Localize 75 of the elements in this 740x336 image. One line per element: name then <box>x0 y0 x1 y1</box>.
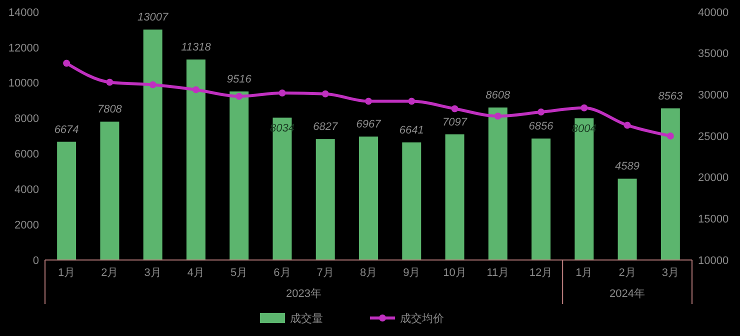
x-tick-label: 8月 <box>360 267 378 279</box>
bar <box>660 108 680 260</box>
text: 2023年 <box>286 288 322 300</box>
y-tick-label: 6000 <box>14 148 39 161</box>
x-tick-label: 3月 <box>144 267 162 279</box>
y2-tick-label: 25000 <box>698 130 729 143</box>
y2-tick-label: 15000 <box>698 214 729 226</box>
point <box>624 122 631 129</box>
y2-tick-label: 35000 <box>698 48 729 60</box>
y-tick-label: 14000 <box>8 6 39 19</box>
bar <box>402 142 422 260</box>
data-label: 6856 <box>528 120 554 133</box>
point <box>106 78 114 86</box>
y2-tick-label: 20000 <box>698 172 729 184</box>
x-tick-label: 10月 <box>443 267 466 279</box>
point <box>192 86 200 94</box>
point <box>538 108 545 116</box>
point <box>278 90 286 97</box>
data-label: 7808 <box>97 104 123 116</box>
y-tick-label: 12000 <box>8 42 39 54</box>
y-tick-label: 4000 <box>14 184 39 196</box>
data-label: 8608 <box>486 90 512 102</box>
data-label: 11318 <box>181 42 212 54</box>
data-label: 6967 <box>356 118 382 131</box>
x-tick-label: 4月 <box>187 267 205 279</box>
bar <box>488 108 508 260</box>
point <box>494 112 502 120</box>
y2-tick-label: 30000 <box>698 90 729 102</box>
text: 2024年 <box>610 288 646 300</box>
x-tick-label: 2月 <box>618 267 636 279</box>
point <box>666 132 674 140</box>
data-label: 7097 <box>442 116 468 128</box>
bar <box>230 91 249 260</box>
bar <box>445 134 464 260</box>
bar <box>359 136 378 260</box>
y2-tick-label: 10000 <box>698 254 729 267</box>
data-label: 6827 <box>313 121 338 134</box>
y2-tick-label: 40000 <box>698 6 729 19</box>
x-tick-label: 5月 <box>230 267 248 279</box>
bar <box>100 122 120 260</box>
point <box>580 104 588 112</box>
x-tick-label: 6月 <box>274 267 291 279</box>
bar <box>532 138 551 260</box>
x-tick-label: 1月 <box>58 267 76 279</box>
data-label: 6641 <box>399 124 424 136</box>
y-tick-label: 2000 <box>14 219 39 232</box>
x-tick-label: 9月 <box>403 267 420 279</box>
bar <box>316 139 335 260</box>
point <box>408 98 416 105</box>
data-label: 6674 <box>54 124 79 136</box>
x-tick-label: 2月 <box>101 267 118 279</box>
data-label: 9516 <box>226 73 252 86</box>
data-label: 8563 <box>658 90 684 102</box>
bar <box>618 178 637 260</box>
bar <box>57 142 76 260</box>
point <box>322 90 329 98</box>
legend-label: 成交量 <box>290 312 323 325</box>
x-tick-label: 3月 <box>662 267 679 279</box>
x-tick-label: 1月 <box>576 267 593 279</box>
y-tick-label: 0 <box>32 254 39 267</box>
x-tick-label: 12月 <box>529 267 553 279</box>
point <box>236 92 243 100</box>
y-tick-label: 8000 <box>14 113 39 126</box>
x-tick-label: 7月 <box>316 267 334 279</box>
point <box>451 105 458 112</box>
bar <box>143 30 162 260</box>
data-label: 13007 <box>138 12 170 24</box>
x-tick-label: 11月 <box>486 267 510 279</box>
legend-label: 成交均价 <box>400 312 444 325</box>
point <box>365 98 372 105</box>
bar <box>186 60 206 260</box>
point <box>63 60 70 67</box>
point <box>149 81 156 88</box>
y-tick-label: 10000 <box>8 78 39 90</box>
data-label: 4589 <box>615 160 640 173</box>
